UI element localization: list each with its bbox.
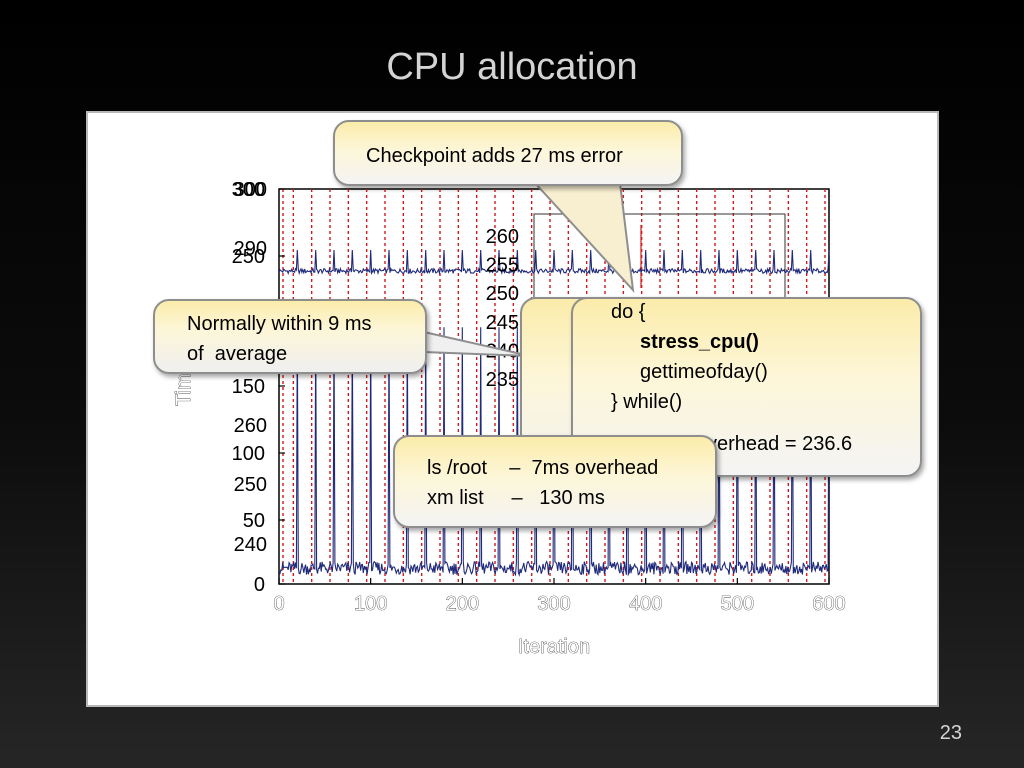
code-line-while: } while() — [611, 391, 683, 413]
inset-tick-label: 260 — [486, 226, 519, 248]
y-tick-label: 100 — [232, 443, 265, 465]
code-line-overhead: verhead = 236.6 — [707, 433, 853, 455]
slide-title: CPU allocation — [386, 46, 638, 88]
normal-pointer — [423, 330, 531, 357]
y-tick-label-overlay: 250 — [234, 474, 267, 496]
y-tick-label: 150 — [232, 376, 265, 398]
inset-tick-label: 235 — [486, 369, 519, 391]
normal-range-callout: Normally within 9 ms of average — [153, 299, 427, 374]
x-tick-label: 100 — [354, 593, 387, 615]
y-tick-label-overlay: 240 — [234, 534, 267, 556]
y-tick-label: 250 — [232, 246, 265, 268]
inset-tick-label: 255 — [486, 255, 519, 277]
y-tick-label: 0 — [254, 574, 265, 596]
y-tick-label-overlay: 260 — [234, 415, 267, 437]
commands-callout: ls /root – 7ms overhead xm list – 130 ms — [393, 435, 717, 528]
series-line-upper — [278, 249, 830, 276]
checkpoint-callout-text: Checkpoint adds 27 ms error — [366, 145, 623, 167]
x-axis-label: Iteration — [518, 636, 590, 658]
x-tick-label: 0 — [273, 593, 284, 615]
x-tick-label: 200 — [446, 593, 479, 615]
y-tick-label: 50 — [243, 510, 265, 532]
code-line-do: do { — [611, 301, 646, 323]
slide-number: 23 — [939, 722, 962, 744]
commands-callout-text: ls /root – 7ms overhead xm list – 130 ms — [427, 457, 659, 509]
checkpoint-callout: Checkpoint adds 27 ms error — [333, 120, 683, 186]
checkpoint-pointer — [532, 182, 635, 293]
y-tick-label-overlay: 290 — [234, 238, 267, 260]
x-tick-label: 300 — [537, 593, 570, 615]
code-line-gettimeofday: gettimeofday() — [640, 361, 768, 383]
normal-range-callout-text: Normally within 9 ms of average — [187, 313, 372, 365]
x-tick-label: 600 — [812, 593, 845, 615]
x-tick-label: 400 — [629, 593, 662, 615]
code-line-stress: stress_cpu() — [640, 331, 759, 353]
inset-tick-label: 245 — [486, 312, 519, 334]
inset-tick-label: 250 — [486, 283, 519, 305]
y-tick-label-overlay: 300 — [234, 179, 267, 201]
x-tick-label: 500 — [721, 593, 754, 615]
y-tick-label: 300 — [232, 179, 265, 201]
